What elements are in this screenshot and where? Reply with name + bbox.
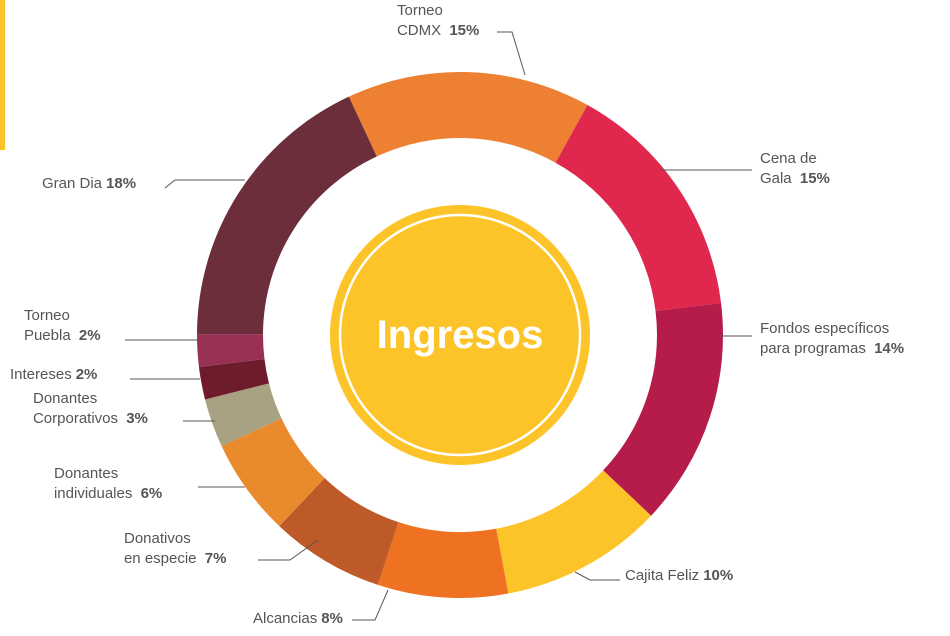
segment-label: Cajita Feliz	[625, 567, 699, 584]
donut-segment	[348, 71, 588, 163]
leader-line	[164, 179, 245, 189]
segment-value: 14%	[874, 340, 904, 357]
segment-value: 8%	[321, 610, 343, 627]
donut-segment	[198, 359, 270, 400]
segment-label: Cena de Gala	[756, 150, 817, 187]
segment-label: Torneo Puebla	[20, 307, 72, 344]
donut-segment	[197, 334, 265, 368]
segment-label: Alcancias	[253, 610, 317, 627]
segment-label: Fondos específicos para programas	[756, 320, 889, 357]
segment-value: 18%	[106, 175, 136, 192]
segment-label: Donantes individuales	[50, 465, 133, 502]
leader-line	[258, 539, 319, 561]
segment-value: 7%	[205, 550, 227, 567]
donut-segment	[603, 302, 723, 516]
donut-segment	[377, 522, 509, 599]
segment-label: Donativos en especie	[120, 530, 197, 567]
segment-value: 15%	[800, 170, 830, 187]
accent-bar	[0, 0, 5, 150]
center-disc	[330, 205, 590, 465]
donut-segment	[197, 96, 377, 335]
donut-segment	[555, 104, 722, 311]
chart-title: Ingresos	[377, 313, 544, 357]
donut-segment	[279, 478, 399, 585]
segment-label: Torneo CDMX	[393, 2, 443, 39]
donut-segment	[205, 383, 282, 447]
leader-line	[352, 589, 389, 621]
leader-line	[497, 31, 526, 76]
segment-value: 2%	[79, 327, 101, 344]
center-ring	[338, 213, 582, 457]
segment-label: Intereses	[10, 366, 72, 383]
leader-line	[574, 571, 620, 581]
segment-label: Donantes Corporativos	[29, 390, 118, 427]
segment-value: 15%	[449, 22, 479, 39]
segment-value: 6%	[141, 485, 163, 502]
segment-value: 10%	[703, 567, 733, 584]
segment-value: 2%	[76, 366, 98, 383]
donut-segment	[221, 418, 325, 527]
segment-value: 3%	[126, 410, 148, 427]
segment-label: Gran Dia	[42, 175, 103, 192]
donut-segment	[496, 470, 652, 594]
